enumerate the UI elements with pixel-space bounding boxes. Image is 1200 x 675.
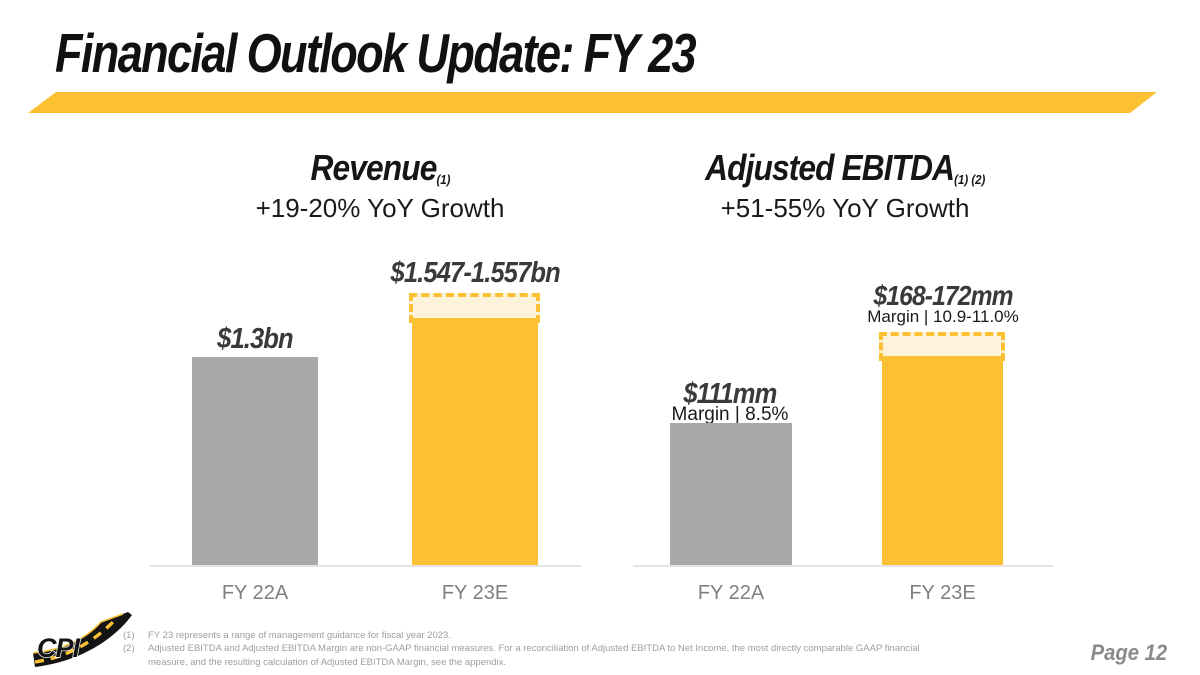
page-title: Financial Outlook Update: FY 23: [55, 22, 697, 84]
ebitda-fy22a-category-label: FY 22A: [697, 582, 765, 604]
ebitda-fy23e-value-label: $168-172mm: [873, 280, 1013, 311]
revenue-chart-heading: Revenue(1) +19-20% YoY Growth: [170, 150, 590, 224]
footnote-2-text: Adjusted EBITDA and Adjusted EBITDA Marg…: [148, 643, 920, 668]
ebitda-footnote-marker: (1) (2): [953, 172, 986, 187]
ebitda-fy22a-margin-label: Margin | 8.5%: [671, 404, 789, 425]
revenue-chart-title: Revenue(1): [310, 147, 450, 188]
ebitda-chart-title: Adjusted EBITDA(1) (2): [704, 147, 986, 188]
revenue-fy22a-value-label: $1.3bn: [217, 323, 293, 355]
ebitda-growth-subtitle: +51-55% YoY Growth: [720, 193, 970, 223]
footnote-1-marker: (1): [123, 630, 135, 641]
footnote-1-text: FY 23 represents a range of management g…: [148, 630, 451, 641]
ebitda-fy23e-bar: [882, 356, 1003, 566]
revenue-footnote-marker: (1): [435, 172, 450, 187]
revenue-growth-subtitle: +19-20% YoY Growth: [255, 193, 505, 223]
revenue-fy22a-category-label: FY 22A: [221, 582, 289, 604]
cpi-road-logo-icon: CPI: [33, 612, 132, 667]
ebitda-fy23e-category-label: FY 23E: [909, 582, 976, 604]
page-number: Page 12: [1090, 640, 1167, 665]
ebitda-fy23e-margin-label: Margin | 10.9-11.0%: [867, 307, 1019, 326]
footnote-2-marker: (2): [123, 643, 135, 655]
ebitda-axis-baseline: [633, 565, 1053, 567]
cpi-logo-text: CPI: [37, 633, 81, 663]
footnote-1: (1) FY 23 represents a range of manageme…: [123, 629, 923, 642]
revenue-fy23e-bar: [412, 318, 538, 566]
footnote-2: (2) Adjusted EBITDA and Adjusted EBITDA …: [123, 642, 923, 669]
ebitda-fy22a-value-label: $111mm: [683, 378, 777, 410]
revenue-fy23e-value-label: $1.547-1.557bn: [390, 257, 560, 289]
title-underline-stripe: [28, 92, 1157, 113]
footnotes: (1) FY 23 represents a range of manageme…: [123, 629, 923, 669]
revenue-fy22a-bar: [192, 357, 318, 566]
ebitda-fy22a-bar: [670, 423, 792, 566]
revenue-axis-baseline: [150, 565, 581, 567]
ebitda-chart-heading: Adjusted EBITDA(1) (2) +51-55% YoY Growt…: [645, 150, 1045, 224]
revenue-fy23e-category-label: FY 23E: [441, 582, 509, 604]
